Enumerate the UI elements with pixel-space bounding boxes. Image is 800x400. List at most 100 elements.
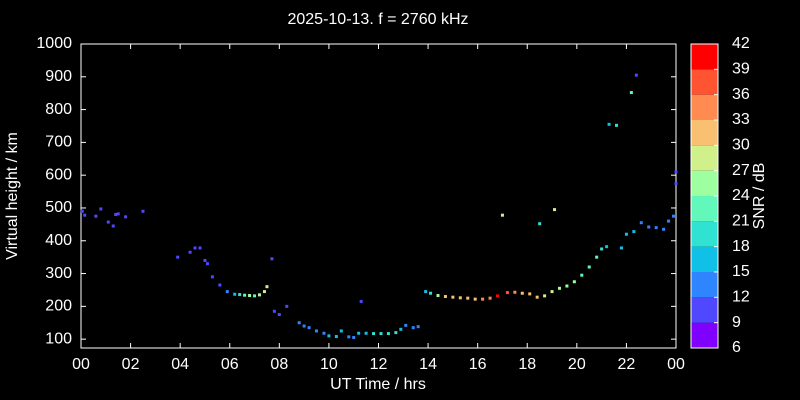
y-tick-label: 600 xyxy=(45,166,72,183)
point xyxy=(307,326,311,330)
colorbar-label: SNR / dB xyxy=(751,163,768,230)
y-tick-label: 1000 xyxy=(36,35,72,52)
point xyxy=(188,250,192,254)
y-tick-label: 800 xyxy=(45,101,72,118)
point xyxy=(639,221,643,225)
x-tick-label: 16 xyxy=(469,356,487,373)
colorbar-tick-label: 12 xyxy=(732,289,750,306)
colorbar-tick-label: 24 xyxy=(732,187,750,204)
point xyxy=(580,273,584,277)
point xyxy=(451,295,455,299)
colorbar-tick-label: 33 xyxy=(732,111,750,128)
colorbar-swatch xyxy=(691,246,718,272)
colorbar-tick-label: 42 xyxy=(732,35,750,52)
colorbar-tick-label: 36 xyxy=(732,86,750,103)
point xyxy=(106,220,110,224)
point xyxy=(339,329,343,333)
point xyxy=(364,331,368,335)
colorbar-swatch xyxy=(691,120,718,146)
colorbar-swatch xyxy=(691,94,718,120)
point xyxy=(557,286,561,290)
point xyxy=(238,293,242,297)
colorbar-tick-label: 21 xyxy=(732,213,750,230)
point xyxy=(674,181,678,185)
colorbar-tick-label: 27 xyxy=(732,162,750,179)
point xyxy=(111,224,115,228)
point xyxy=(513,290,517,294)
colorbar-tick-label: 9 xyxy=(732,314,741,331)
point xyxy=(218,283,222,287)
point xyxy=(535,295,539,299)
y-tick-label: 900 xyxy=(45,68,72,85)
point xyxy=(334,335,338,339)
point xyxy=(394,331,398,335)
x-tick-label: 18 xyxy=(518,356,536,373)
point xyxy=(176,255,180,259)
point xyxy=(270,257,274,261)
point xyxy=(124,215,128,219)
point xyxy=(624,232,628,236)
point xyxy=(233,292,237,296)
point xyxy=(258,293,261,297)
y-tick-label: 100 xyxy=(45,330,72,347)
point xyxy=(277,313,281,317)
point xyxy=(429,291,433,295)
x-tick-label: 10 xyxy=(320,356,338,373)
point xyxy=(399,327,403,331)
x-tick-label: 14 xyxy=(419,356,437,373)
colorbar-tick-label: 15 xyxy=(732,263,750,280)
x-tick-label: 08 xyxy=(270,356,288,373)
point xyxy=(436,294,440,298)
point xyxy=(315,329,319,333)
y-tick-label: 200 xyxy=(45,298,72,315)
colorbar-swatch xyxy=(691,297,718,323)
x-tick-label: 12 xyxy=(370,356,388,373)
x-axis-label: UT Time / hrs xyxy=(330,376,426,393)
point xyxy=(528,292,532,296)
point xyxy=(595,255,599,259)
point xyxy=(272,309,276,313)
point xyxy=(443,295,447,299)
colorbar-swatch xyxy=(691,69,718,95)
point xyxy=(297,321,301,325)
point xyxy=(265,285,269,289)
colorbar-tick-label: 39 xyxy=(732,61,750,78)
point xyxy=(253,294,257,298)
point xyxy=(520,291,524,295)
point xyxy=(505,291,509,295)
point xyxy=(654,226,658,230)
point xyxy=(302,324,306,328)
point xyxy=(615,123,618,127)
x-tick-label: 02 xyxy=(122,356,140,373)
point xyxy=(193,246,197,250)
plot-frame xyxy=(80,43,677,349)
colorbar-swatch xyxy=(691,145,718,171)
point xyxy=(458,296,462,300)
colorbar-tick-label: 30 xyxy=(732,137,750,154)
point xyxy=(550,290,554,294)
point xyxy=(379,332,383,336)
point xyxy=(538,222,542,226)
point xyxy=(352,336,356,340)
y-axis-label: Virtual height / km xyxy=(4,132,21,260)
colorbar-swatch xyxy=(691,322,718,348)
colorbar-tick-label: 6 xyxy=(732,339,741,356)
point xyxy=(674,170,678,174)
point xyxy=(210,275,214,279)
point xyxy=(248,294,252,298)
x-tick-label: 22 xyxy=(618,356,636,373)
point xyxy=(198,246,202,250)
colorbar-swatch xyxy=(691,44,718,70)
point xyxy=(647,225,651,229)
x-tick-label: 00 xyxy=(72,356,90,373)
point xyxy=(553,208,557,212)
colorbar-swatch xyxy=(691,196,718,222)
point xyxy=(605,245,609,249)
point xyxy=(632,230,636,234)
point xyxy=(322,331,326,335)
colorbar-tick-label: 18 xyxy=(732,238,750,255)
x-tick-label: 06 xyxy=(221,356,239,373)
point xyxy=(141,209,145,213)
point xyxy=(667,219,671,223)
point xyxy=(600,247,604,251)
